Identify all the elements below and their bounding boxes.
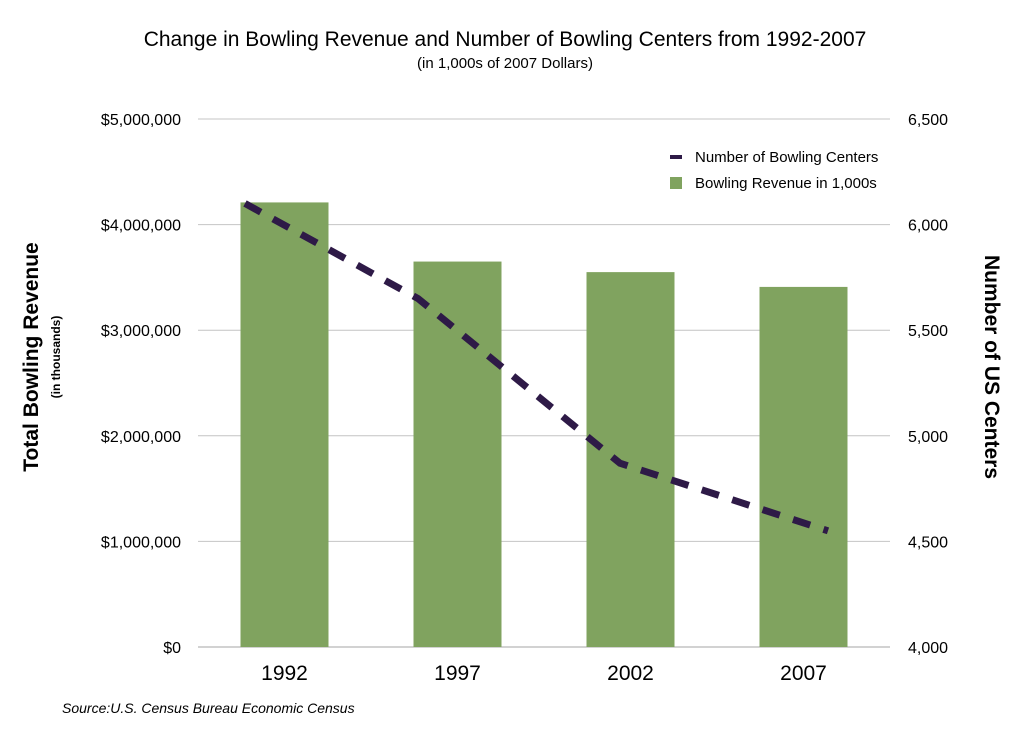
bar-1997	[413, 261, 502, 647]
y-tick-label: $4,000,000	[101, 218, 181, 235]
x-tick-label: 1997	[434, 662, 481, 685]
legend-label-centers: Number of Bowling Centers	[695, 149, 878, 166]
y-tick-label: $2,000,000	[101, 429, 181, 446]
x-tick-label: 1992	[261, 662, 308, 685]
source-note: Source:U.S. Census Bureau Economic Censu…	[62, 700, 355, 716]
y2-axis-label: Number of US Centers	[980, 255, 1003, 479]
y2-tick-label: 5,500	[908, 323, 948, 340]
legend: Number of Bowling Centers Bowling Revenu…	[670, 149, 878, 192]
x-tick-label: 2002	[607, 662, 654, 685]
bar-2007	[759, 286, 848, 647]
y-tick-label: $0	[163, 640, 181, 657]
y2-tick-label: 6,500	[908, 112, 948, 129]
y-tick-label: $1,000,000	[101, 534, 181, 551]
y-tick-label: $3,000,000	[101, 323, 181, 340]
y2-tick-label: 4,000	[908, 640, 948, 657]
x-tick-label: 2007	[780, 662, 827, 685]
line-number-of-centers	[243, 200, 830, 535]
bar-1992	[240, 202, 329, 647]
y2-tick-label: 4,500	[908, 534, 948, 551]
bar-2002	[586, 272, 675, 647]
legend-label-revenue: Bowling Revenue in 1,000s	[695, 175, 877, 192]
y2-tick-label: 6,000	[908, 218, 948, 235]
legend-bar-swatch	[670, 177, 682, 189]
y2-tick-label: 5,000	[908, 429, 948, 446]
chart-subtitle: (in 1,000s of 2007 Dollars)	[417, 55, 593, 72]
chart-title: Change in Bowling Revenue and Number of …	[144, 28, 867, 51]
y-tick-label: $5,000,000	[101, 112, 181, 129]
y-axis-sublabel: (in thousands)	[49, 316, 63, 399]
y-axis-label: Total Bowling Revenue	[20, 242, 43, 471]
